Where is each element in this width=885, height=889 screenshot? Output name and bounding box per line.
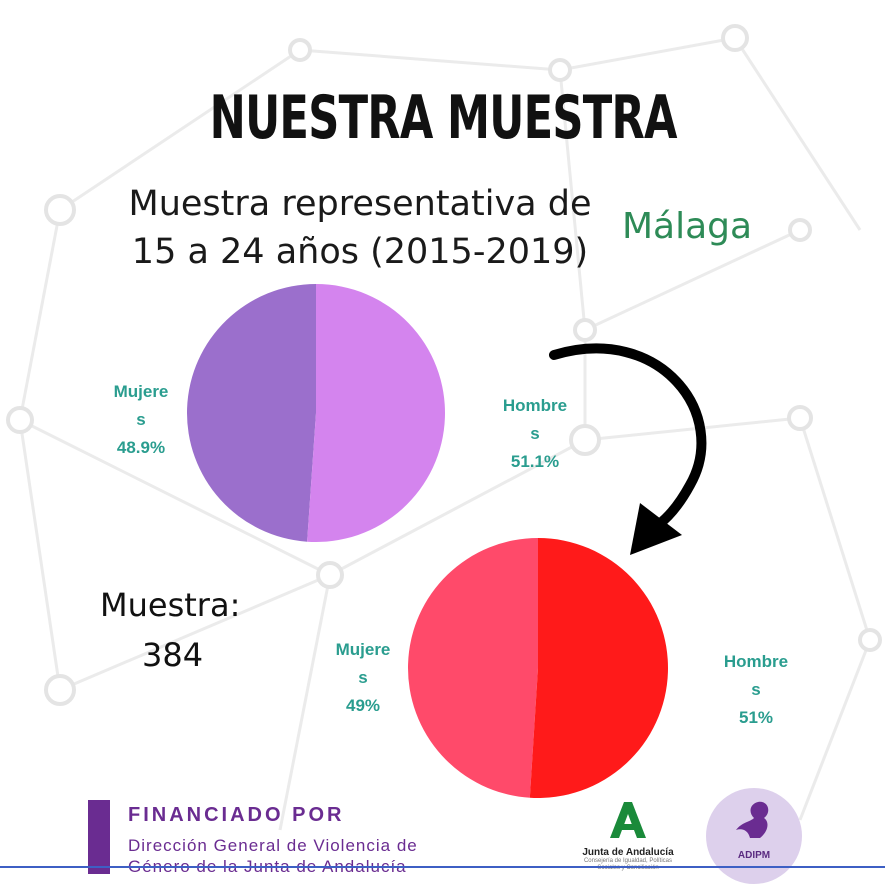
- pie-bottom-women-value: 49%: [345, 696, 381, 715]
- pie-top-men-value: 51.1%: [510, 452, 560, 471]
- slide-title: NUESTRA MUESTRA: [209, 83, 678, 153]
- pie-top-slice-mujeres: [187, 284, 316, 542]
- subtitle: Muestra representativa de 15 a 24 años (…: [100, 180, 620, 276]
- pie-top-women-value: 48.9%: [116, 438, 166, 457]
- adipm-logo: ADIPM: [706, 788, 802, 884]
- city-label: Málaga: [622, 206, 753, 247]
- pie-bottom-women-label: Mujere s 49%: [308, 636, 418, 720]
- pie-bottom-men-label: Hombre s 51%: [701, 648, 811, 732]
- junta-logo-text: Junta de Andalucía: [582, 847, 674, 858]
- junta-emblem-icon: [610, 802, 646, 838]
- junta-logo-subtext: Consejería de Igualdad, Políticas Social…: [583, 858, 673, 871]
- pie-chart-bottom: [408, 538, 669, 798]
- junta-andalucia-logo: Junta de Andalucía Consejería de Igualda…: [578, 800, 678, 880]
- pie-top-women-text-1: Mujere: [113, 382, 169, 401]
- pie-bottom-men-text-2: s: [751, 680, 761, 699]
- funded-by-heading: FINANCIADO POR: [128, 804, 345, 826]
- pie-top-women-label: Mujere s 48.9%: [86, 378, 196, 462]
- subtitle-line-1: Muestra representativa de: [128, 184, 592, 224]
- subtitle-line-2: 15 a 24 años (2015-2019): [131, 232, 589, 272]
- funding-accent-bar: [88, 800, 110, 874]
- adipm-figure-icon: [736, 801, 769, 838]
- pie-bottom-men-value: 51%: [738, 708, 774, 727]
- pie-top-men-text-1: Hombre: [502, 396, 568, 415]
- curved-arrow-icon: [549, 343, 707, 555]
- pie-bottom-slice-mujeres: [408, 538, 538, 798]
- pie-top-men-text-2: s: [530, 424, 540, 443]
- funder-line-1: Dirección General de Violencia de: [128, 836, 418, 855]
- bottom-divider: [0, 866, 885, 868]
- sample-label: Muestra:: [100, 586, 241, 624]
- pie-top-women-text-2: s: [136, 410, 146, 429]
- sample-value: 384: [142, 636, 204, 674]
- pie-bottom-women-text-1: Mujere: [335, 640, 391, 659]
- pie-top-slice-hombres: [307, 284, 446, 542]
- pie-chart-top: [187, 284, 446, 542]
- adipm-logo-text: ADIPM: [737, 850, 771, 861]
- pie-bottom-women-text-2: s: [358, 668, 368, 687]
- pie-bottom-slice-hombres: [529, 538, 669, 798]
- pie-bottom-men-text-1: Hombre: [723, 652, 789, 671]
- pie-top-men-label: Hombre s 51.1%: [480, 392, 590, 476]
